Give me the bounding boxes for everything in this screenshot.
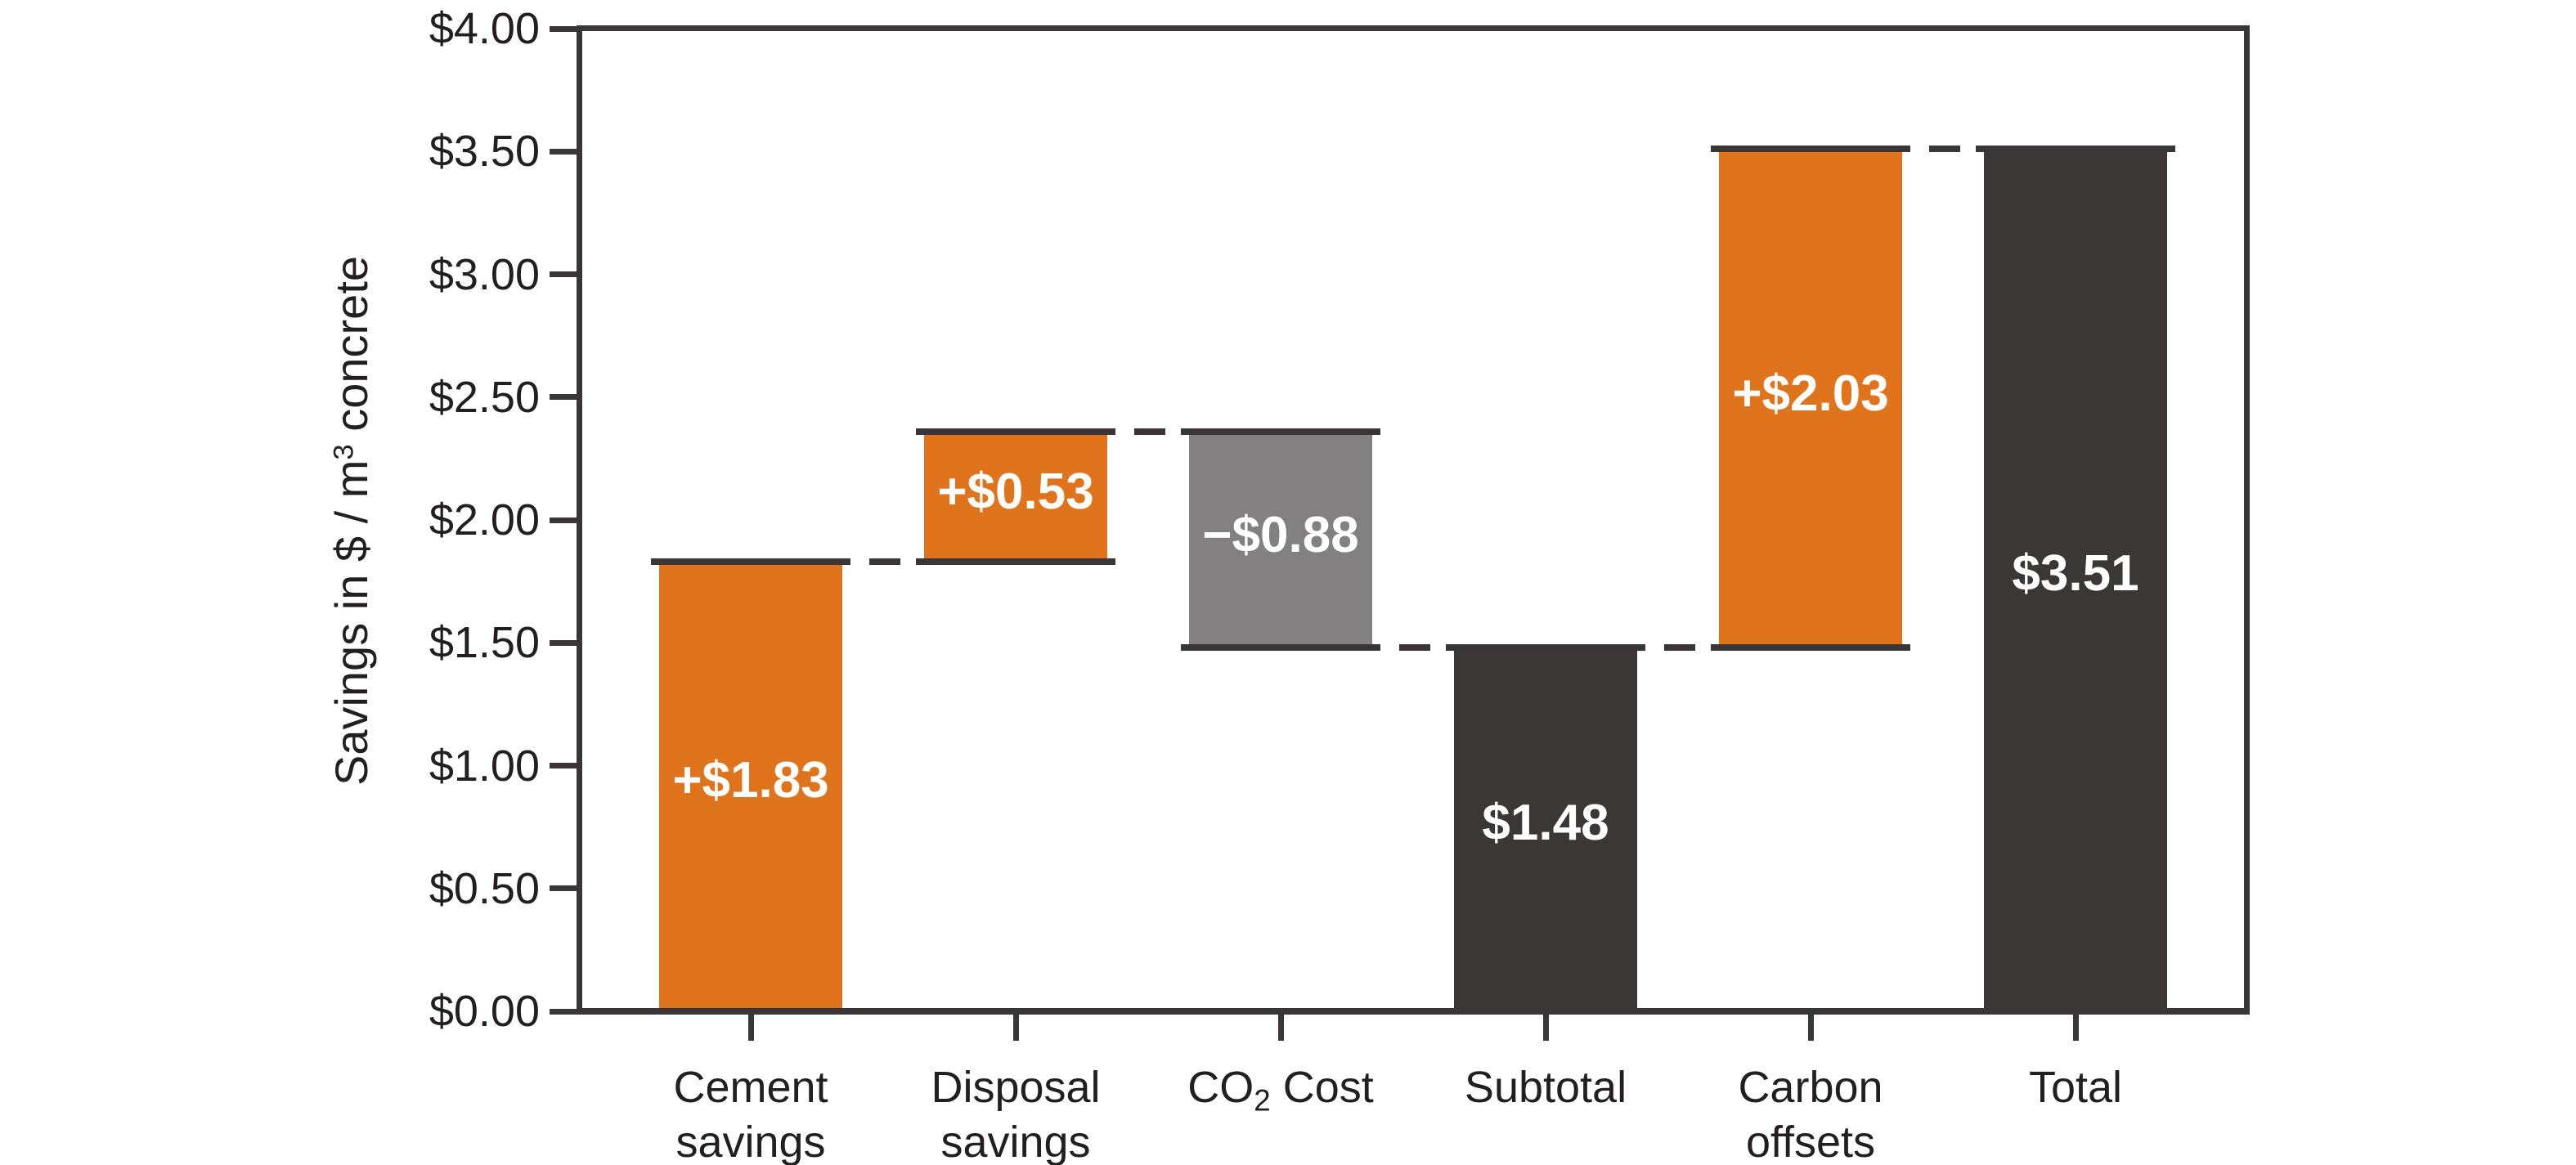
bar-carbon-offsets: +$2.03 bbox=[1719, 149, 1902, 648]
bar-cap bbox=[916, 558, 1115, 566]
axis-spine-bottom bbox=[577, 1008, 2250, 1015]
bar-total: $3.51 bbox=[1984, 149, 2167, 1008]
y-tick bbox=[550, 639, 577, 646]
x-tick-label-co-cost: CO2 Cost bbox=[1187, 1063, 1374, 1118]
y-tick-label: $1.50 bbox=[429, 618, 540, 668]
bar-value-label: +$1.83 bbox=[672, 751, 829, 809]
waterfall-connector bbox=[1645, 644, 1711, 652]
axis-spine-left bbox=[577, 25, 582, 1015]
y-tick-label: $3.50 bbox=[429, 127, 540, 177]
bar-cap bbox=[1711, 644, 1910, 652]
y-tick bbox=[550, 763, 577, 768]
bar-value-label: +$0.53 bbox=[937, 463, 1094, 520]
x-tick bbox=[747, 1015, 754, 1041]
y-tick bbox=[550, 148, 577, 155]
y-tick-label: $2.50 bbox=[429, 372, 540, 422]
x-tick bbox=[1807, 1015, 1814, 1041]
y-tick-label: $0.50 bbox=[429, 863, 540, 913]
y-tick bbox=[550, 25, 577, 32]
x-tick bbox=[1277, 1015, 1284, 1041]
bar-co-cost: −$0.88 bbox=[1189, 431, 1372, 648]
y-axis-title: Savings in $ / m3 concrete bbox=[325, 255, 377, 786]
bar-subtotal: $1.48 bbox=[1454, 647, 1637, 1008]
axis-spine-top bbox=[577, 25, 2250, 31]
bar-cap bbox=[651, 558, 850, 566]
bar-cement-savings: +$1.83 bbox=[659, 562, 842, 1008]
y-tick bbox=[550, 517, 577, 523]
y-tick bbox=[550, 271, 577, 277]
x-tick-label-carbon-offsets: Carbon offsets bbox=[1738, 1063, 1883, 1165]
y-tick bbox=[550, 885, 577, 892]
y-tick-label: $2.00 bbox=[429, 495, 540, 544]
x-tick-label-total: Total bbox=[2028, 1063, 2123, 1112]
bar-cap bbox=[1976, 146, 2175, 153]
bar-value-label: −$0.88 bbox=[1202, 506, 1359, 563]
x-tick bbox=[2072, 1015, 2079, 1041]
axis-spine-right bbox=[2244, 25, 2250, 1015]
bar-value-label: +$2.03 bbox=[1732, 365, 1889, 422]
x-tick-label-cement-savings: Cement savings bbox=[673, 1063, 828, 1165]
bar-cap bbox=[1181, 428, 1380, 435]
y-tick-label: $1.00 bbox=[429, 741, 540, 791]
bar-value-label: $3.51 bbox=[2012, 545, 2139, 603]
bar-cap bbox=[1446, 644, 1645, 652]
waterfall-connector bbox=[850, 558, 916, 566]
bar-value-label: $1.48 bbox=[1482, 795, 1609, 852]
x-tick bbox=[1542, 1015, 1549, 1041]
waterfall-connector bbox=[1910, 146, 1976, 153]
x-tick-label-subtotal: Subtotal bbox=[1464, 1063, 1627, 1112]
x-tick bbox=[1012, 1015, 1019, 1041]
x-tick-label-disposal-savings: Disposal savings bbox=[931, 1063, 1101, 1165]
waterfall-connector bbox=[1115, 428, 1181, 435]
bar-disposal-savings: +$0.53 bbox=[924, 431, 1107, 562]
bar-cap bbox=[1181, 644, 1380, 652]
bar-cap bbox=[1711, 146, 1910, 153]
bar-cap bbox=[916, 428, 1115, 435]
y-tick bbox=[550, 1008, 577, 1015]
y-tick-label: $3.00 bbox=[429, 249, 540, 299]
waterfall-connector bbox=[1380, 644, 1446, 652]
y-tick-label: $4.00 bbox=[429, 4, 540, 53]
y-tick bbox=[550, 394, 577, 401]
y-tick-label: $0.00 bbox=[429, 987, 540, 1036]
